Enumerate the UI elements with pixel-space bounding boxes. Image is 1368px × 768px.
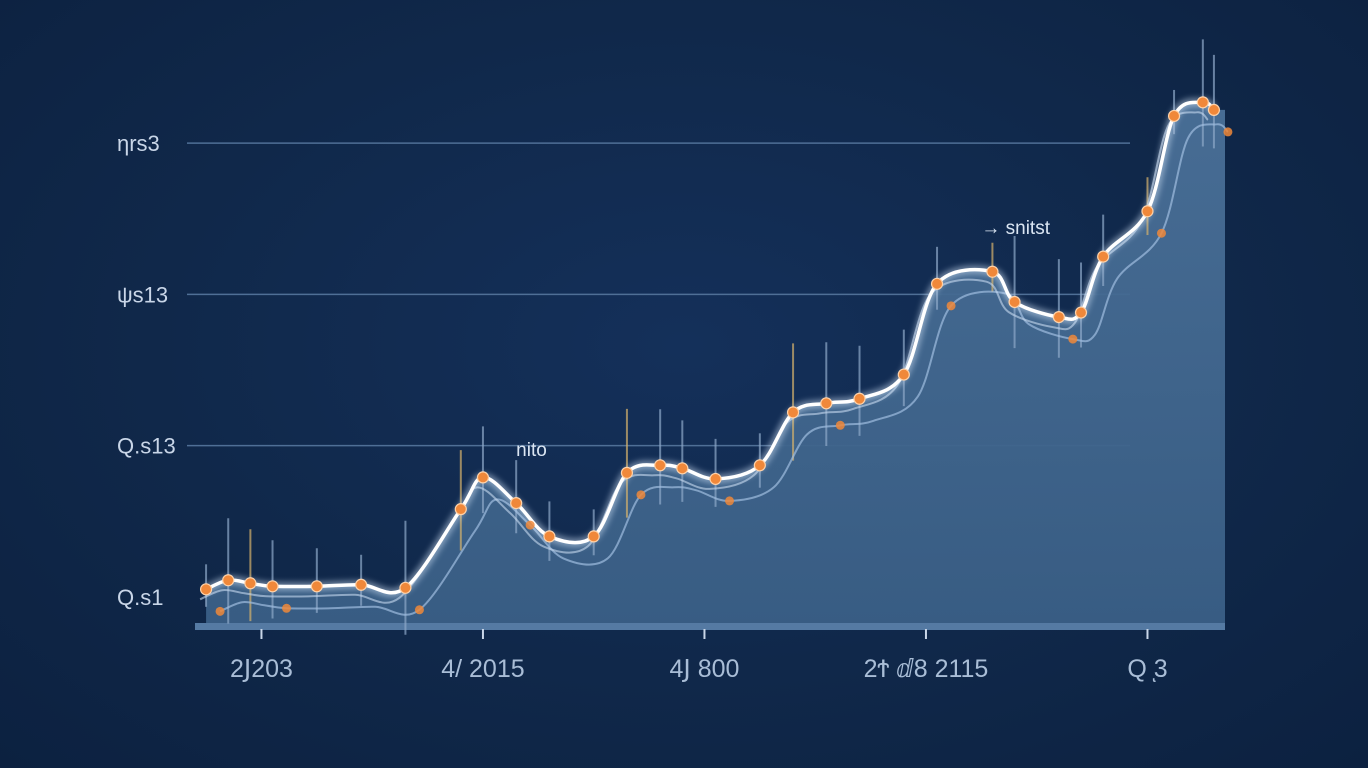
data-point	[399, 581, 412, 594]
data-point	[1097, 250, 1110, 263]
data-point	[282, 603, 292, 613]
data-point	[1223, 127, 1233, 137]
data-point	[414, 605, 424, 615]
baseline-bar	[195, 623, 1225, 630]
x-tick-label: 4Ϳ 800	[669, 655, 739, 683]
x-tick-label: 4/ 2015	[441, 655, 524, 683]
marker-layer	[199, 96, 1233, 616]
annotations: nito → snitst	[516, 218, 1051, 461]
area-layer	[195, 102, 1226, 630]
data-point	[636, 490, 646, 500]
data-point	[986, 265, 999, 278]
data-point	[930, 277, 944, 290]
y-axis-ticks: Q.s1 Q.s13 ψs13 ηrs3	[117, 131, 176, 610]
data-point	[222, 574, 235, 587]
data-point	[310, 580, 323, 593]
data-point	[786, 406, 800, 419]
data-point	[753, 459, 766, 472]
x-axis-ticks: 2Ϳ203 4/ 2015 4Ϳ 800 2Ϯ ⅆ8 2115 Q ͅ3	[230, 629, 1168, 683]
data-point	[543, 530, 556, 543]
y-tick-label: Q.s13	[117, 434, 176, 459]
data-point	[1196, 96, 1209, 109]
annotation-label: nito	[516, 440, 547, 461]
data-point	[1167, 109, 1181, 123]
data-point	[725, 496, 735, 506]
annotation-label: → snitst	[981, 218, 1050, 239]
x-tick-label: 2Ϯ ⅆ8 2115	[864, 655, 989, 683]
y-tick-label: Q.s1	[117, 585, 163, 610]
data-point	[676, 462, 689, 475]
data-point	[266, 580, 279, 593]
data-point	[510, 497, 523, 510]
data-point	[454, 503, 467, 516]
data-point	[820, 397, 833, 410]
data-point	[1141, 205, 1154, 218]
data-point	[1074, 306, 1088, 319]
x-tick-label: Q ͅ3	[1127, 655, 1167, 683]
data-point	[525, 520, 535, 530]
data-point	[654, 459, 667, 472]
data-point	[215, 606, 225, 616]
secondary-line	[219, 123, 1229, 616]
data-point	[1052, 310, 1065, 324]
data-point	[853, 392, 866, 405]
data-point	[946, 301, 956, 311]
x-tick-label: 2Ϳ203	[230, 655, 293, 683]
data-point	[1008, 295, 1021, 309]
data-point	[355, 578, 368, 591]
data-point	[476, 471, 490, 484]
data-point	[620, 466, 634, 479]
area-fill	[206, 102, 1226, 626]
data-point	[1207, 103, 1221, 117]
data-point	[587, 530, 600, 543]
data-point	[1156, 228, 1166, 238]
data-point	[1068, 334, 1078, 344]
data-point	[709, 472, 722, 486]
data-point	[835, 420, 845, 430]
data-point	[244, 577, 257, 590]
data-point	[897, 368, 910, 381]
data-point	[199, 583, 213, 596]
y-tick-label: ψs13	[117, 282, 168, 307]
y-tick-label: ηrs3	[117, 131, 160, 156]
